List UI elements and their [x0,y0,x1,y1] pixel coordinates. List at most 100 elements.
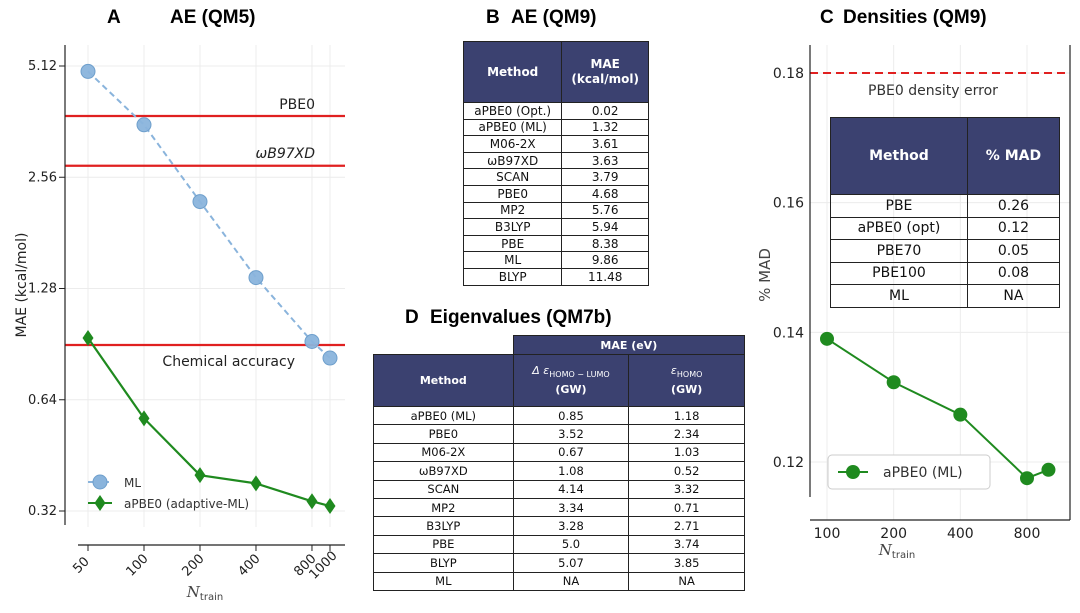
table-c-row: PBE70 0.05 [830,239,1061,263]
table-d-cell: 1.08 [512,461,630,481]
table-b-cell: 5.76 [561,201,649,220]
table-b-cell: aPBE0 (ML) [462,118,563,137]
chart-a-reference-lines: PBE0 ωB97XD Chemical accuracy [65,97,345,370]
table-d-group-header: MAE (eV) [512,335,746,355]
chart-a-apbe0-point-0 [82,330,94,347]
chart-a-ml-point-3 [248,270,264,286]
table-d-cell: 3.74 [628,534,745,555]
chart-c-legend: aPBE0 (ML) [827,454,991,490]
chart-c-apbe0-point-0 [820,331,834,346]
table-c-cell: 0.05 [966,239,1061,263]
table-b-cell: 1.32 [561,118,649,137]
chart-c-ytick-label-1: 0.14 [773,325,804,341]
table-b-row: BLYP 11.48 [462,267,649,286]
chart-a-ytick-label-3: 2.56 [28,170,57,185]
table-c-inset: Method % MAD PBE 0.26 aPBE0 (opt) 0.12 PBE70… [830,117,1061,308]
chart-a-xtick-label-1: 100 [123,551,151,579]
panel-d-letter: D [405,307,419,328]
table-d-cell: 3.28 [512,516,630,536]
table-d-cell: MP2 [373,497,514,518]
table-b-row: ωB97XD 3.63 [462,151,649,170]
table-d-header-gap: Δ εHOMO − LUMO (GW) [512,354,630,407]
table-b-header-mae-line2: (kcal/mol) [571,72,639,86]
chart-c-xlabel: Ntrain [878,541,915,561]
table-d-cell: 3.52 [512,424,630,444]
table-d-header-homo: εHOMO (GW) [628,354,745,407]
table-b-header-mae: MAE (kcal/mol) [561,41,649,103]
chart-c-apbe0-point-2 [953,407,968,422]
chart-c-ytick-label-0: 0.12 [773,455,804,471]
chart-a-ml-point-0 [80,63,96,79]
table-c-cell: 0.12 [966,216,1061,240]
chart-a-ytick-label-4: 5.12 [28,59,57,74]
table-b-cell: 3.61 [561,135,649,153]
table-d-cell: 0.71 [628,497,745,518]
table-d-cell: B3LYP [373,516,514,536]
table-b-cell: M06-2X [462,135,563,153]
table-b-cell: B3LYP [462,218,563,236]
table-d-row: ML NA NA [373,571,745,591]
table-b-cell: ωB97XD [462,151,563,170]
chart-c-apbe0-point-1 [886,375,901,390]
table-c-header-method: Method [830,117,968,195]
table-d-row: ωB97XD 1.08 0.52 [373,461,745,481]
chart-c-axes [809,45,1071,521]
table-b-cell: 4.68 [561,184,649,203]
table-c-cell: PBE [830,194,968,218]
table-d-cell: 3.85 [628,553,745,573]
chart-c-hline-label-0: PBE0 density error [868,83,998,99]
chart-c-xlabel-n: N [878,541,893,559]
chart-c-apbe0-point-4 [1041,462,1056,477]
table-b-cell: BLYP [462,267,563,286]
table-d-cell: 4.14 [512,479,630,499]
table-d-cell: NA [628,571,745,591]
chart-c-ytick-label-2: 0.16 [773,196,804,212]
table-d-cell: 0.67 [512,442,630,463]
table-d-header-homo-sub: HOMO [676,370,703,380]
chart-a-xlabel: Ntrain [186,583,223,603]
panel-d-title: Eigenvalues (QM7b) [430,307,612,328]
table-b-header-mae-line1: MAE [590,57,620,71]
chart-a-apbe0-point-5 [324,498,336,515]
chart-a-xtick-label-3: 400 [235,551,263,579]
chart-a-grid [65,45,345,527]
panel-b-title: AE (QM9) [511,7,597,28]
table-d-cell: 5.07 [512,553,630,573]
table-b-row: B3LYP 5.94 [462,218,649,236]
chart-a-ml-point-4 [304,334,320,350]
chart-c-ytick-label-3: 0.18 [773,66,804,82]
chart-a-xtick-label-5: 1000 [307,549,341,583]
chart-a-ytick-label-2: 1.28 [28,282,57,297]
chart-a-apbe0-point-3 [250,475,262,492]
panel-a-title: AE (QM5) [170,7,256,28]
panel-b-letter: B [486,7,500,28]
table-d-header-gap-sub: HOMO − LUMO [549,370,610,380]
table-d-cell: BLYP [373,553,514,573]
table-d-cell: 2.71 [628,516,745,536]
table-c-header-mad: % MAD [966,117,1061,195]
table-c-cell: ML [830,284,968,308]
legend-ml-label: ML [124,476,141,490]
table-d: MAE (eV) Method Δ εHOMO − LUMO (GW) εHOMO… [373,335,746,591]
chart-a-ml-point-1 [136,117,152,133]
chart-c-series [820,331,1056,486]
table-d-cell: 0.52 [628,461,745,481]
table-d-header-homo-gw: (GW) [671,382,703,396]
chart-a-apbe0-point-1 [138,410,150,427]
table-d-row: MP2 3.34 0.71 [373,497,745,518]
table-d-cell: 0.85 [512,405,630,426]
table-d-cell: PBE0 [373,424,514,444]
chart-c-xtick-label-0: 100 [814,526,841,542]
panel-a-letter: A [107,7,121,28]
chart-a-hline-label-0: PBE0 [279,97,315,113]
panel-c-title: Densities (QM9) [843,7,987,28]
table-d-cell: ωB97XD [373,461,514,481]
chart-c-xtick-label-2: 400 [947,526,974,542]
table-b-cell: MP2 [462,201,563,220]
chart-c-ylabel: % MAD [756,248,774,302]
table-c-row: aPBE0 (opt) 0.12 [830,216,1061,240]
table-b: Method MAE (kcal/mol) aPBE0 (Opt.) 0.02 aPB… [462,41,649,286]
table-b-row: aPBE0 (Opt.) 0.02 [462,102,649,120]
table-d-cell: PBE [373,534,514,555]
chart-c-xtick-label-1: 200 [880,526,907,542]
